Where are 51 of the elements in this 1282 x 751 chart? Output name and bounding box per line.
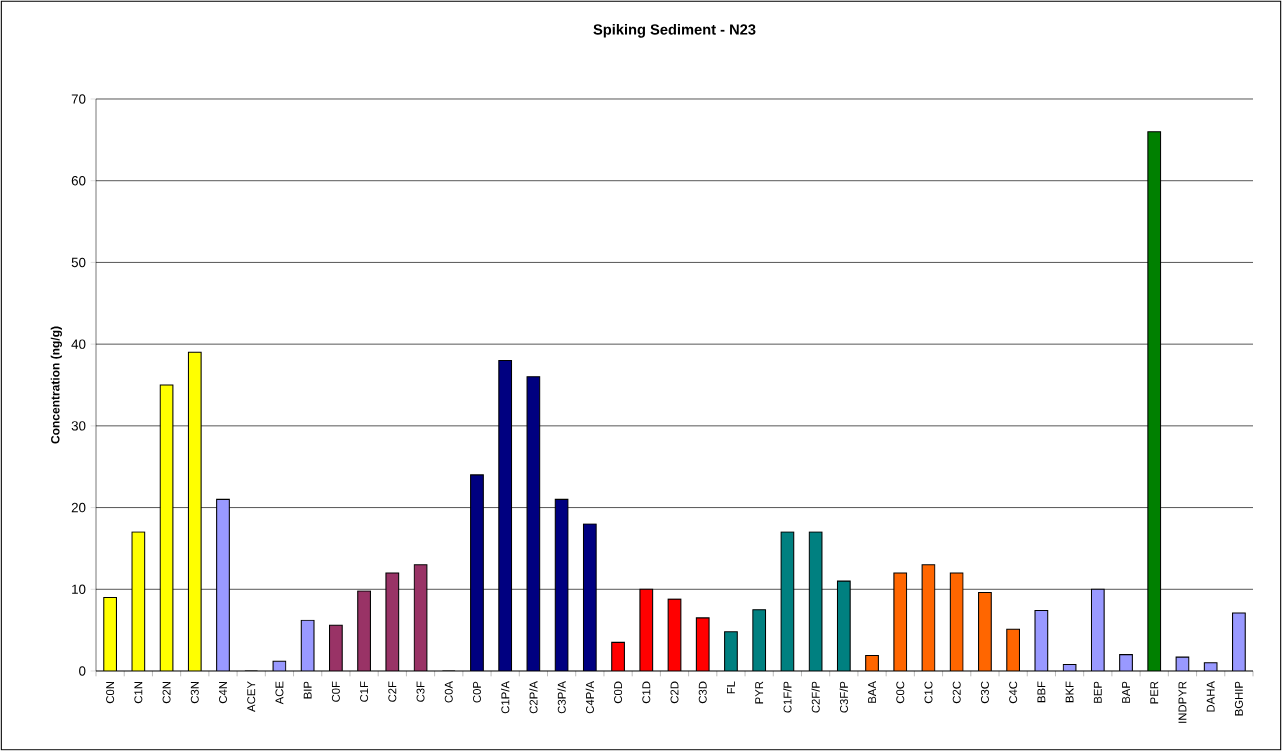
x-tick-label: C2N <box>162 681 171 704</box>
x-tick-label: C2D <box>670 681 679 704</box>
y-tick-label: 40 <box>71 339 86 349</box>
x-tick-label: C0C <box>896 681 905 704</box>
x-tick-label: C3N <box>190 681 199 704</box>
x-tick-label: C1N <box>134 681 143 704</box>
x-tick-label: FL <box>727 681 735 694</box>
x-tick-label: C0F <box>331 681 340 702</box>
x-tick-label: C4C <box>1009 681 1018 704</box>
y-tick-label: 0 <box>79 666 86 676</box>
x-tick-label: BIP <box>303 681 312 699</box>
x-tick-label: PYR <box>755 681 764 704</box>
x-tick-label: C1P/A <box>501 681 510 714</box>
y-tick-label: 10 <box>72 584 86 594</box>
x-tick-label: C0A <box>444 681 453 703</box>
x-tick-label: C2C <box>952 681 961 704</box>
x-tick-label: BKF <box>1065 681 1074 703</box>
x-tick-label: C1F/P <box>783 681 792 713</box>
x-tick-label: C3F <box>416 681 425 702</box>
x-tick-label: C2F <box>388 681 397 702</box>
x-tick-label: C4N <box>218 681 227 704</box>
x-tick-label: PER <box>1150 681 1159 704</box>
x-tick-label: C4P/A <box>585 681 594 714</box>
x-tick-label: C1C <box>924 681 933 704</box>
x-tick-label: ACEY <box>247 681 256 712</box>
x-tick-label: C2P/A <box>529 681 538 714</box>
y-tick-label: 20 <box>71 502 86 513</box>
x-tick-label: BAA <box>868 681 876 703</box>
x-tick-label: BBF <box>1037 681 1046 703</box>
x-tick-label: C3C <box>980 681 989 704</box>
x-tick-label: BAP <box>1122 681 1130 703</box>
y-tick-label: 70 <box>71 94 86 104</box>
y-tick-label: 50 <box>71 257 86 268</box>
x-tick-label: ACE <box>275 681 284 705</box>
x-tick-label: DAHA <box>1206 681 1215 712</box>
y-tick-label: 30 <box>71 421 86 431</box>
x-tick-label: C3P/A <box>557 681 566 714</box>
x-tick-label: C3F/P <box>839 681 848 713</box>
y-tick-label: 60 <box>71 176 86 186</box>
y-axis-title: Concentration (ng/g) <box>50 326 62 444</box>
x-tick-label: INDPYR <box>1178 681 1187 723</box>
x-tick-label: BGHIP <box>1234 681 1243 716</box>
x-tick-label: C0D <box>614 681 623 704</box>
chart-title: Spiking Sediment - N23 <box>593 23 756 38</box>
x-tick-label: C2F/P <box>811 681 820 713</box>
x-tick-label: C1D <box>642 681 651 704</box>
x-tick-label: BEP <box>1093 681 1102 703</box>
x-tick-label: C1F <box>360 681 369 702</box>
x-tick-label: C0N <box>106 681 115 704</box>
x-tick-label: C3D <box>698 681 707 704</box>
x-tick-label: C0P <box>472 681 481 703</box>
